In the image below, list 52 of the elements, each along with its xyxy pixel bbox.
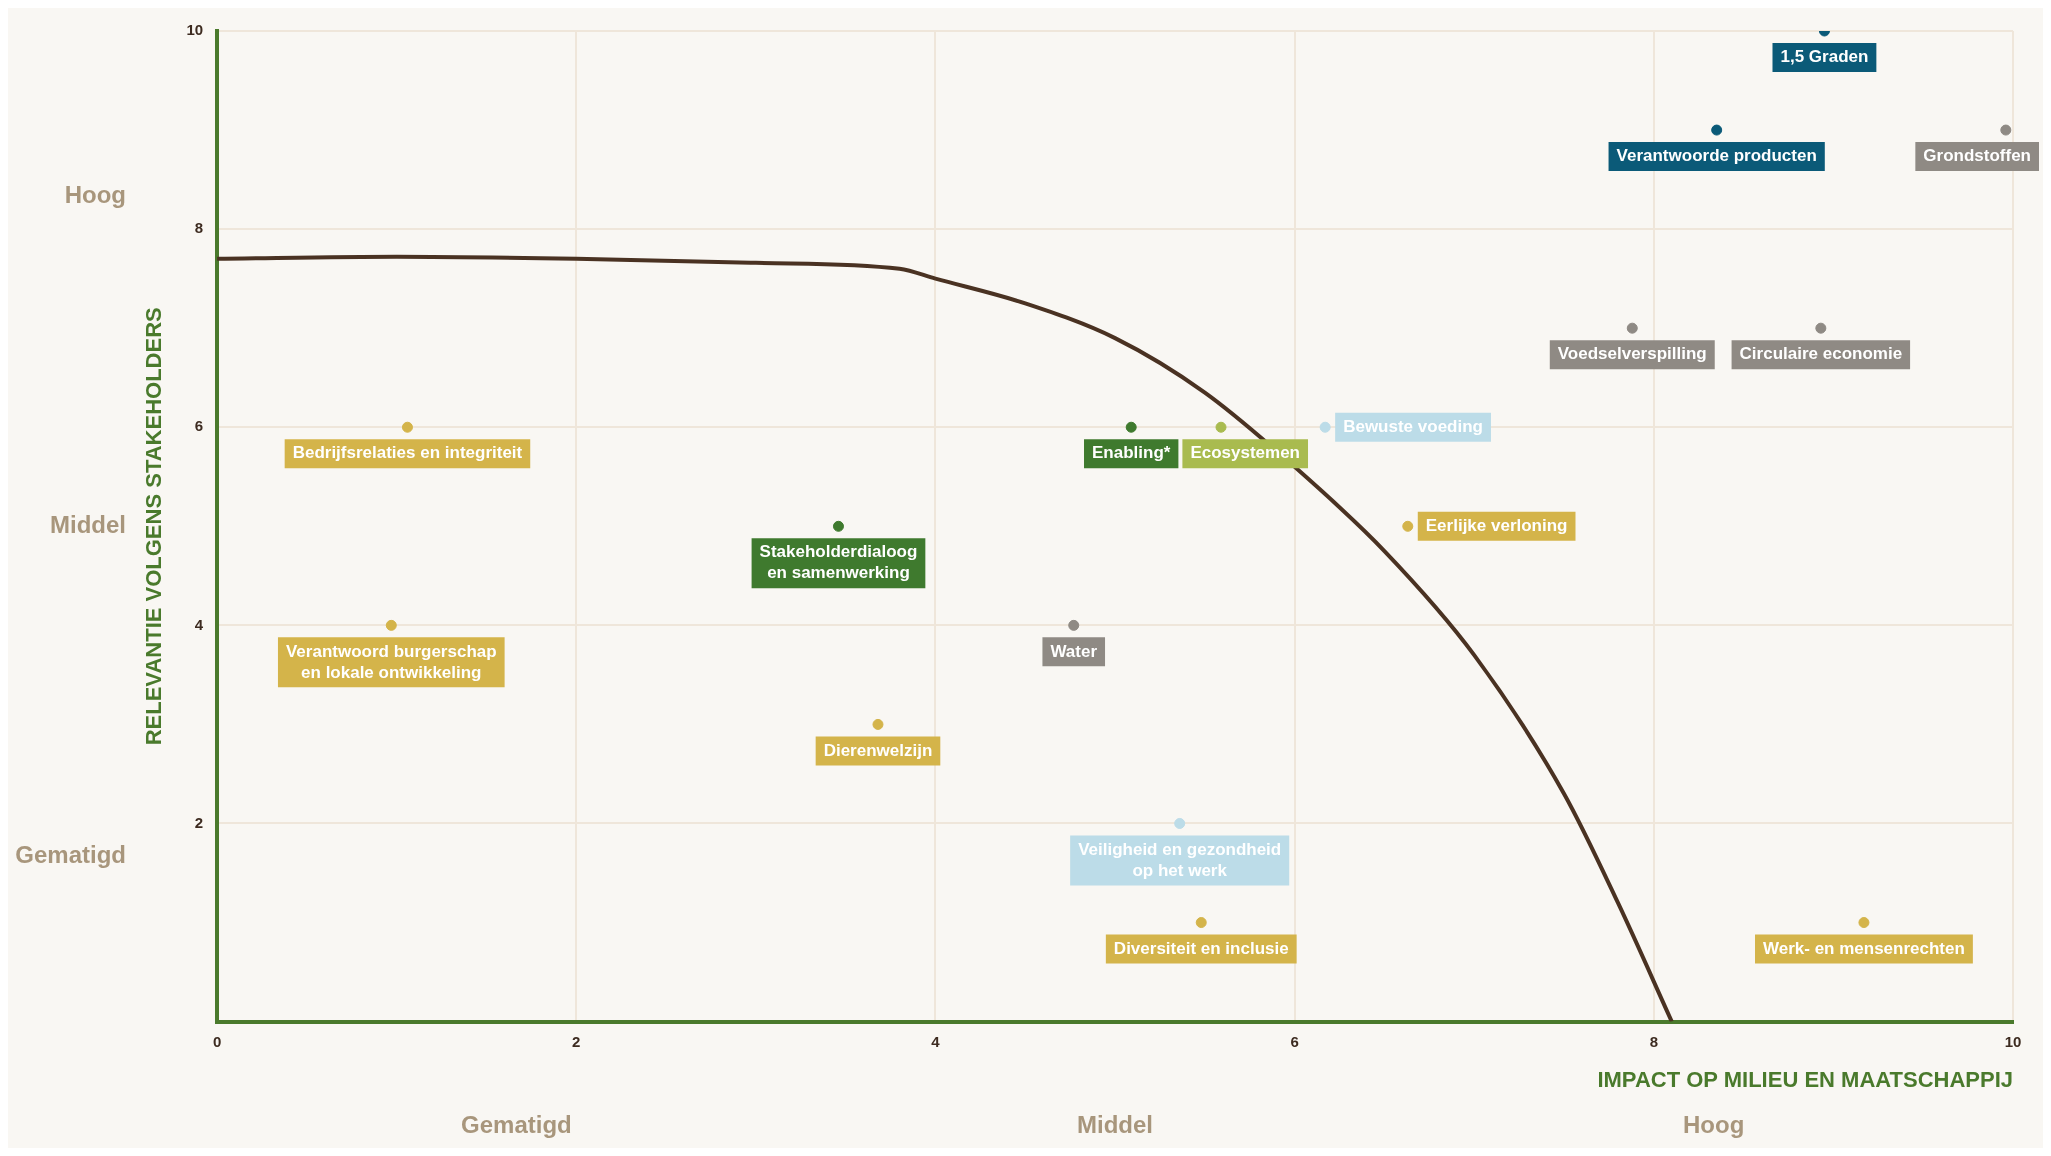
series-label: Circulaire economie	[1739, 344, 1903, 364]
series-label: Voedselverspilling	[1557, 344, 1707, 364]
x-axis-title: IMPACT OP MILIEU EN MAATSCHAPPIJ	[1597, 1066, 2013, 1092]
point	[1125, 421, 1137, 433]
text: Hoog	[1683, 1110, 1745, 1138]
text: Middel	[1077, 1110, 1154, 1138]
x-tick-label: 2	[572, 1032, 581, 1050]
point	[1858, 917, 1870, 929]
series-label: Diversiteit en inclusie	[1113, 938, 1289, 958]
x-tick-label: 10	[2004, 1032, 2022, 1050]
point	[1626, 322, 1638, 334]
point	[401, 421, 413, 433]
series-label: Bedrijfsrelaties en integriteit	[292, 443, 523, 463]
y-tick-label: 2	[194, 813, 204, 831]
series-label: Water	[1050, 641, 1098, 661]
point	[1402, 520, 1414, 532]
x-tick-label: 6	[1290, 1032, 1299, 1050]
point	[1215, 421, 1227, 433]
series-label: Enabling*	[1092, 443, 1171, 463]
point	[2000, 124, 2012, 136]
y-tick-label: 4	[194, 615, 204, 633]
point	[1174, 817, 1186, 829]
series-label: Eerlijke verloning	[1425, 515, 1568, 535]
x-tick-label: 8	[1649, 1032, 1658, 1050]
point	[1711, 124, 1723, 136]
point	[385, 619, 397, 631]
series-label: 1,5 Graden	[1780, 47, 1869, 67]
text: Gematigd	[461, 1110, 572, 1138]
point	[872, 718, 884, 730]
series-label: Werk- en mensenrechten	[1763, 938, 1965, 958]
y-tick-label: 10	[186, 21, 204, 39]
series-label: Stakeholderdialoog en samenwerking	[759, 542, 918, 583]
series-label: Bewuste voeding	[1343, 416, 1483, 436]
x-tick-label: 0	[212, 1032, 222, 1050]
point	[1319, 421, 1331, 433]
text: Hoog	[64, 180, 126, 208]
point	[832, 520, 844, 532]
point	[1068, 619, 1080, 631]
series-label: Dierenwelzijn	[823, 740, 933, 760]
y-axis-title: RELEVANTIE VOLGENS STAKEHOLDERS	[141, 307, 167, 746]
text: Middel	[50, 510, 126, 538]
y-tick-label: 6	[194, 417, 204, 435]
point	[1815, 322, 1827, 334]
text: Gematigd	[15, 841, 126, 869]
y-tick-label: 8	[194, 219, 204, 237]
point	[1195, 917, 1207, 929]
series-label: Grondstoffen	[1923, 146, 2031, 166]
series-label: Ecosystemen	[1190, 443, 1301, 463]
series-label: Veiligheid en gezondheid op het werk	[1078, 839, 1282, 880]
series-label: Verantwoord burgerschap en lokale ontwikkeling	[285, 641, 497, 682]
series-label: Verantwoorde producten	[1616, 146, 1817, 166]
x-tick-label: 4	[931, 1032, 941, 1050]
